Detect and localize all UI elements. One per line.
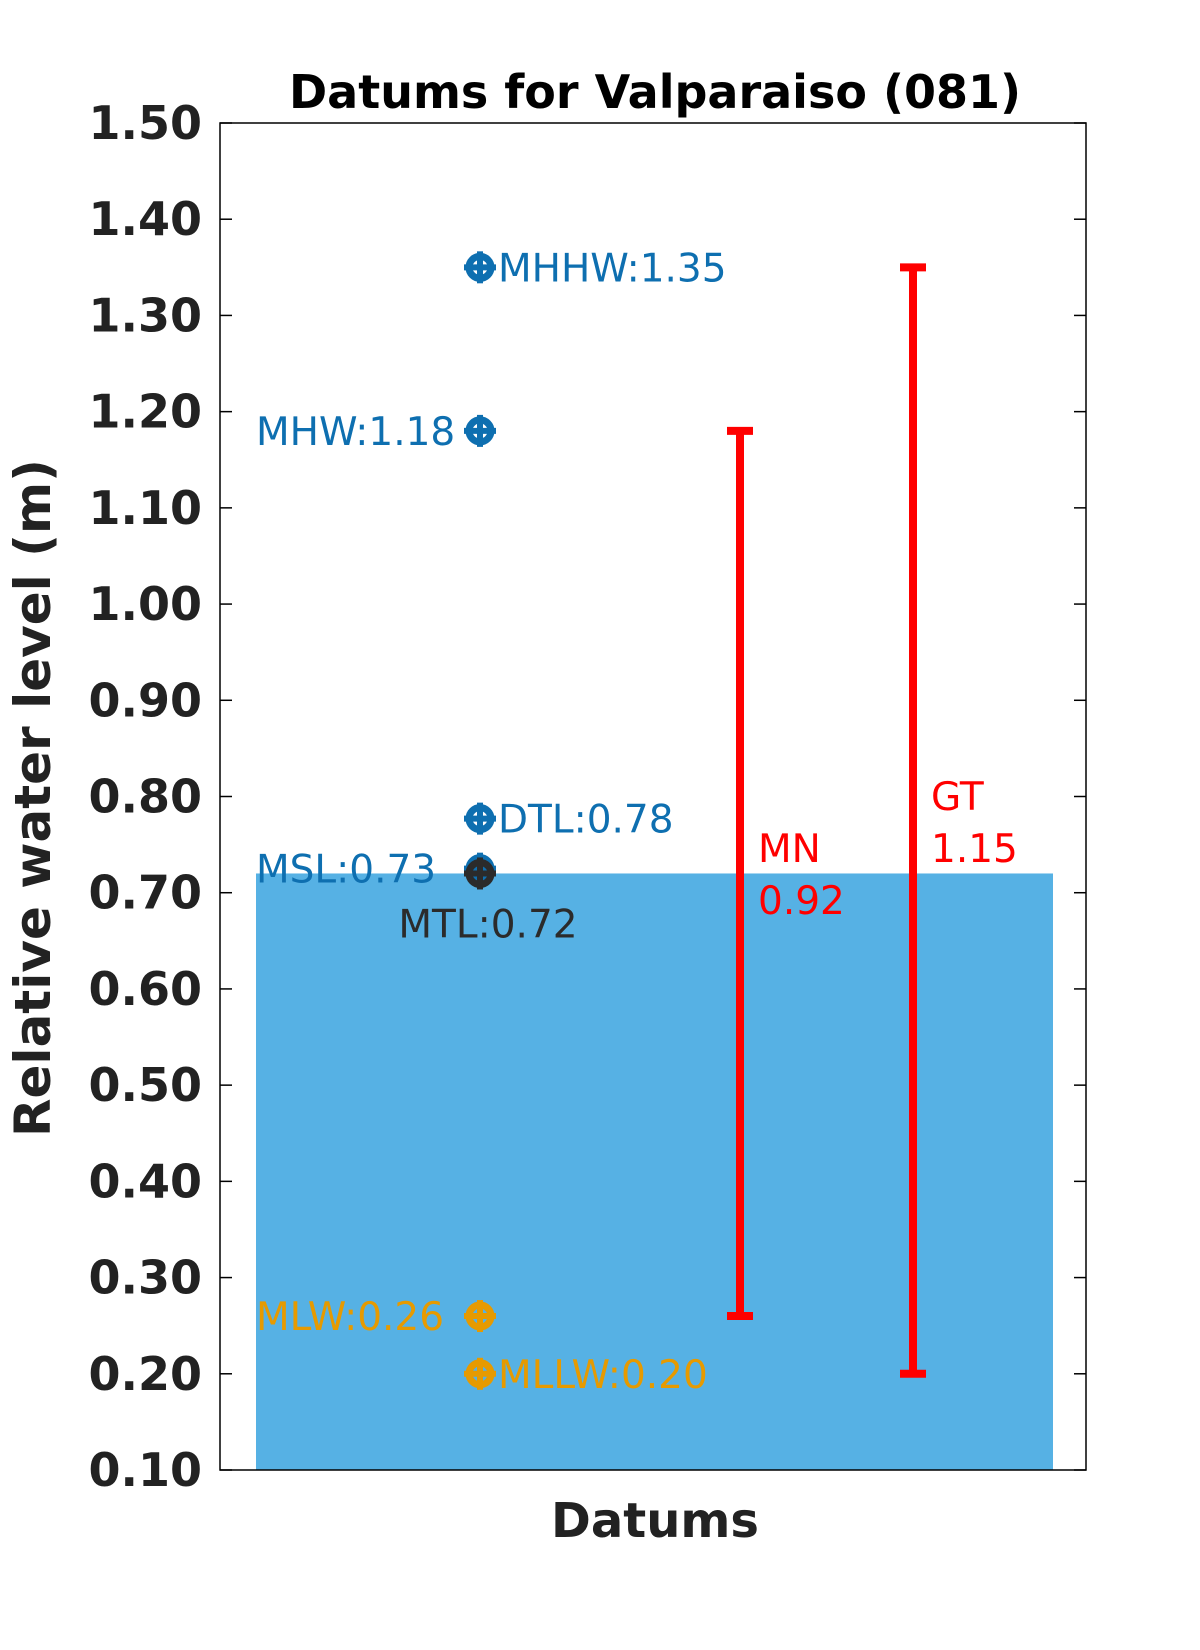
datum-label: MLW:0.26 <box>256 1295 444 1340</box>
axes-layer: 0.10 0.20 0.30 0.40 0.50 0.60 0.70 0.80 0.90 1.00… <box>89 96 1087 1497</box>
range-name-label: MN <box>758 827 821 872</box>
range-name-label: GT <box>931 775 984 820</box>
datum-point-mhw: MHW:1.18 <box>256 410 496 455</box>
y-tick-label: 0.80 <box>89 770 203 824</box>
range-value-label: 0.92 <box>758 879 845 924</box>
y-tick-label: 0.30 <box>89 1251 203 1305</box>
y-tick-label: 1.50 <box>89 96 203 150</box>
datum-point-dtl: DTL:0.78 <box>464 798 674 843</box>
range-bars-layer: MN 0.92 GT 1.15 <box>727 263 1018 1378</box>
datum-markers-layer: MHHW:1.35 MHW:1.18 DTL:0.78 MSL:0.73 MTL:0.7… <box>256 246 727 1397</box>
chart-title: Datums for Valparaiso (081) <box>289 65 1021 119</box>
range-bar-mn: MN 0.92 <box>727 426 845 1321</box>
datum-label: MTL:0.72 <box>398 902 577 947</box>
datum-label: MHHW:1.35 <box>498 246 727 291</box>
y-tick-label: 1.10 <box>89 481 203 535</box>
datum-label: MHW:1.18 <box>256 410 455 455</box>
range-bar-gt: GT 1.15 <box>900 263 1018 1378</box>
y-tick-label: 0.20 <box>89 1347 203 1401</box>
datum-point-mlw: MLW:0.26 <box>256 1295 496 1340</box>
y-tick-label: 1.40 <box>89 192 203 246</box>
datum-point-mhhw: MHHW:1.35 <box>464 246 727 291</box>
y-tick-label: 1.00 <box>89 577 203 631</box>
range-value-label: 1.15 <box>931 827 1018 872</box>
datum-label: MLLW:0.20 <box>498 1353 708 1398</box>
x-axis-label: Datums <box>551 1493 759 1549</box>
datum-point-mllw: MLLW:0.20 <box>464 1353 708 1398</box>
y-axis-label: Relative water level (m) <box>4 459 62 1137</box>
y-tick-label: 0.70 <box>89 866 203 920</box>
datum-label: DTL:0.78 <box>498 798 674 843</box>
y-tick-label: 0.90 <box>89 673 203 727</box>
datum-label: MSL:0.73 <box>256 848 436 893</box>
y-tick-label: 0.60 <box>89 962 203 1016</box>
y-tick-label: 0.50 <box>89 1058 203 1112</box>
y-tick-label: 1.30 <box>89 288 203 342</box>
y-tick-label: 1.20 <box>89 385 203 439</box>
y-tick-label: 0.10 <box>89 1443 203 1497</box>
datum-point-mtl: MTL:0.72 <box>398 857 578 947</box>
y-tick-label: 0.40 <box>89 1154 203 1208</box>
